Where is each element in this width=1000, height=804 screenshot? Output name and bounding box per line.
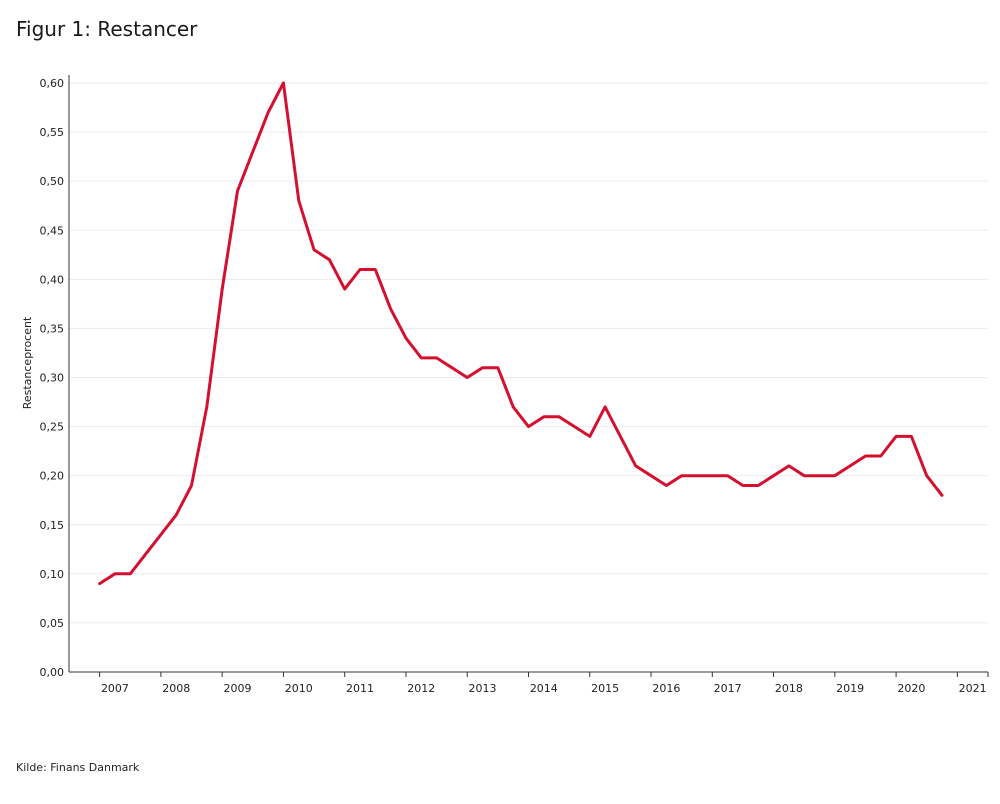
x-tick-label: 2017 — [714, 682, 742, 695]
x-tick-label: 2007 — [101, 682, 129, 695]
y-tick-label: 0,25 — [40, 421, 65, 434]
y-tick-label: 0,15 — [40, 519, 65, 532]
x-tick-label: 2013 — [469, 682, 497, 695]
chart-title: Figur 1: Restancer — [16, 17, 198, 41]
y-tick-label: 0,05 — [40, 617, 65, 630]
x-tick-label: 2016 — [652, 682, 680, 695]
source-note: Kilde: Finans Danmark — [16, 761, 140, 774]
y-tick-label: 0,30 — [40, 372, 65, 385]
x-tick-label: 2019 — [836, 682, 864, 695]
y-tick-label: 0,60 — [40, 77, 65, 90]
y-axis-label: Restanceprocent — [21, 316, 34, 409]
x-tick-label: 2020 — [897, 682, 925, 695]
series-group — [98, 81, 944, 586]
x-tick-label: 2021 — [959, 682, 987, 695]
y-tick-label: 0,10 — [40, 568, 65, 581]
series-line — [98, 81, 944, 586]
y-tick-label: 0,55 — [40, 126, 65, 139]
x-tick-label: 2014 — [530, 682, 558, 695]
x-tick-label: 2011 — [346, 682, 374, 695]
gridlines — [69, 82, 988, 624]
x-tick-label: 2012 — [407, 682, 435, 695]
x-tick-label: 2010 — [285, 682, 313, 695]
y-tick-label: 0,00 — [40, 666, 65, 679]
y-tick-label: 0,50 — [40, 175, 65, 188]
y-tick-label: 0,20 — [40, 470, 65, 483]
x-tick-label: 2009 — [223, 682, 251, 695]
y-tick-label: 0,40 — [40, 273, 65, 286]
y-tick-labels: 0,00 0,05 0,10 0,15 0,20 0,25 0,30 0,35 0,40 0,45… — [40, 77, 65, 679]
x-tick-label: 2008 — [162, 682, 190, 695]
x-tick-label: 2015 — [591, 682, 619, 695]
axes — [68, 75, 989, 677]
x-tick-label: 2018 — [775, 682, 803, 695]
y-tick-label: 0,45 — [40, 224, 65, 237]
y-tick-label: 0,35 — [40, 322, 65, 335]
x-tick-labels: 2007 2008 2009 2010 2011 2012 2013 2014 2015 2016… — [101, 682, 987, 695]
